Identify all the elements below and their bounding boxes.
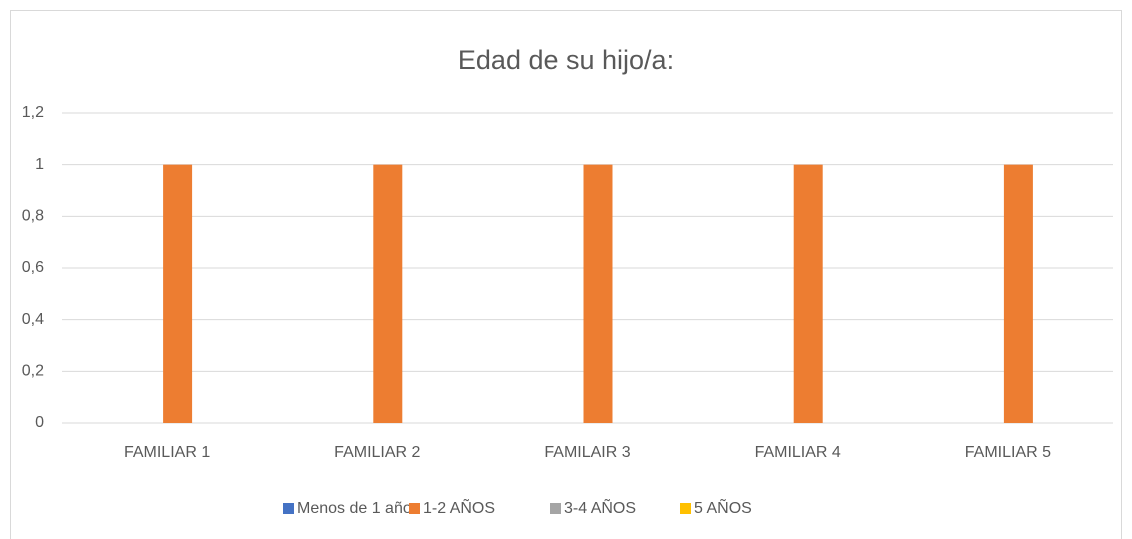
x-tick-label: FAMILIAR 1: [124, 444, 210, 461]
x-tick-label: FAMILIAR 4: [755, 444, 841, 461]
legend-swatch: [283, 503, 294, 514]
chart-title: Edad de su hijo/a:: [458, 45, 674, 75]
legend-label: 5 AÑOS: [694, 497, 752, 517]
legend-swatch: [550, 503, 561, 514]
y-tick-label: 0: [35, 414, 44, 431]
y-tick-label: 0,8: [22, 208, 44, 225]
y-tick-label: 1,2: [22, 104, 44, 121]
bar: [373, 164, 403, 423]
y-tick-label: 0,4: [22, 311, 44, 328]
bar: [1003, 164, 1033, 423]
legend-label: 3-4 AÑOS: [564, 497, 636, 517]
legend-swatch: [680, 503, 691, 514]
y-tick-label: 0,6: [22, 259, 44, 276]
bar: [793, 164, 823, 423]
legend-swatch: [409, 503, 420, 514]
chart-frame: [10, 10, 1122, 539]
y-tick-label: 1: [35, 156, 44, 173]
bar: [163, 164, 193, 423]
x-tick-label: FAMILAIR 3: [544, 444, 630, 461]
legend-label: 1-2 AÑOS: [423, 497, 495, 517]
x-tick-label: FAMILIAR 5: [965, 444, 1051, 461]
x-tick-label: FAMILIAR 2: [334, 444, 420, 461]
y-tick-label: 0,2: [22, 363, 44, 380]
legend-label: Menos de 1 año: [297, 500, 412, 517]
bar: [583, 164, 613, 423]
